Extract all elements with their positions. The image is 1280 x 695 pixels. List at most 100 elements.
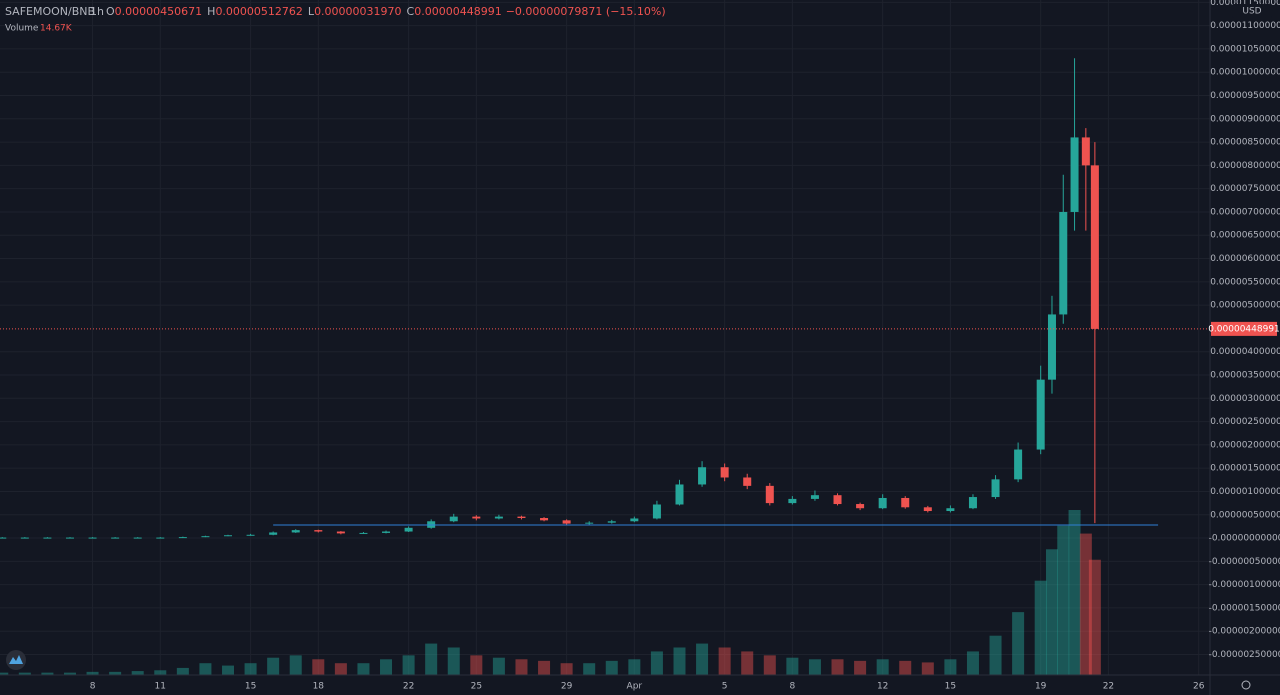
volume-bar: [18, 672, 31, 675]
candle-body: [201, 536, 210, 538]
volume-bar: [222, 665, 235, 675]
y-tick-label: 0.00000600000: [1210, 254, 1280, 264]
currency-button[interactable]: [1232, 4, 1272, 18]
logo-circle[interactable]: [6, 650, 26, 670]
candle-body: [178, 537, 187, 539]
volume-bar: [696, 643, 709, 675]
axes: 0.00001150000 0.00001100000 0.00001050000 0…: [90, 0, 1280, 692]
y-tick-label: 0.00001000000: [1210, 68, 1280, 78]
volume-bar: [560, 663, 573, 675]
candle-body: [743, 477, 752, 486]
volume-bar: [808, 659, 821, 675]
candle-body: [382, 531, 391, 533]
candle-body: [698, 467, 707, 485]
y-tick-label: -0.00000000000: [1209, 534, 1280, 544]
candle-body: [1090, 165, 1099, 329]
volume-bar: [650, 651, 663, 675]
volume-bar: [876, 659, 889, 675]
volume-bar: [831, 659, 844, 675]
gear-icon[interactable]: [1241, 680, 1251, 690]
volume-bar: [1034, 580, 1047, 675]
volume-bar: [380, 659, 393, 675]
y-tick-label: 0.00000750000: [1210, 184, 1280, 194]
volume-bar: [312, 659, 325, 675]
candle-body: [359, 532, 368, 534]
volume-bar: [86, 671, 99, 675]
volume-bar: [899, 660, 912, 675]
y-tick-label: 0.00000650000: [1210, 231, 1280, 241]
volume-bar: [154, 670, 167, 675]
candle-body: [540, 518, 549, 521]
y-tick-label: 0.00000200000: [1210, 440, 1280, 450]
last-price-tag: [1211, 321, 1277, 336]
x-tick-label: 8: [790, 682, 796, 692]
candle-body: [630, 518, 639, 522]
candle-body: [20, 537, 29, 539]
candle-body: [1047, 314, 1056, 380]
volume-bar: [1012, 612, 1025, 675]
volume-bar: [63, 672, 76, 675]
volume-bar: [267, 657, 280, 675]
y-tick-label: 0.00000400000: [1210, 347, 1280, 357]
volume-bar: [989, 635, 1002, 675]
x-tick-label: 18: [313, 682, 325, 692]
candle-body: [562, 520, 571, 524]
y-tick-label: 0.00000300000: [1210, 394, 1280, 404]
volume-bar: [289, 655, 302, 675]
x-tick-label: 26: [1193, 682, 1205, 692]
x-tick-label: 29: [561, 682, 573, 692]
volume-bar: [470, 655, 483, 675]
legend: SAFEMOON/BNB 1h O0.00000450671 H0.0000051…: [5, 5, 666, 34]
ohlc-value: 0.00000512762: [215, 5, 302, 18]
volume-bar: [741, 651, 754, 675]
candle-body: [269, 532, 278, 535]
x-tick-label: 15: [245, 682, 256, 692]
y-tick-label: -0.00000150000: [1209, 603, 1280, 613]
ohlc-value: 0.00000031970: [314, 5, 401, 18]
interval: 1h: [90, 5, 104, 18]
candle-body: [1059, 211, 1068, 315]
y-tick-label: 0.00000800000: [1210, 161, 1280, 171]
y-tick-label: -0.00000250000: [1209, 650, 1280, 660]
settings[interactable]: [1241, 680, 1251, 690]
x-tick-label: Apr: [627, 682, 643, 692]
logo-icon[interactable]: [9, 655, 23, 664]
candle-body: [991, 479, 1000, 498]
volume-bar: [921, 662, 934, 675]
volume-bar: [1088, 559, 1101, 675]
candle-body: [494, 516, 503, 519]
last-price-label: 0.00000448991: [1208, 324, 1280, 334]
x-tick-label: 15: [945, 682, 956, 692]
y-tick-label: -0.00000200000: [1209, 627, 1280, 637]
volume-bar: [1057, 525, 1070, 675]
candle-body: [43, 537, 52, 539]
candle-body: [946, 508, 955, 512]
y-tick-label: 0.00000100000: [1210, 487, 1280, 497]
volume-bar: [0, 672, 9, 675]
logo[interactable]: [6, 650, 26, 670]
y-tick-label: 0.00000900000: [1210, 114, 1280, 124]
candle-body: [111, 537, 120, 539]
ohlc-key: H: [207, 5, 215, 18]
candle-body: [517, 516, 526, 519]
y-tick-label: -0.00000050000: [1209, 557, 1280, 567]
candle-body: [472, 516, 481, 519]
x-tick-label: 8: [90, 682, 96, 692]
y-tick-label: 0.00000550000: [1210, 277, 1280, 287]
volume-bar: [944, 659, 957, 675]
candle-body: [923, 507, 932, 512]
candle-body: [833, 495, 842, 505]
volume-bar: [109, 671, 122, 675]
volume-bar: [244, 663, 257, 675]
candle-body: [314, 530, 323, 532]
candle-body: [878, 497, 887, 509]
volume-bar: [1068, 510, 1081, 675]
candle-body: [291, 530, 300, 533]
ohlc-key: L: [308, 5, 315, 18]
currency[interactable]: USD: [1242, 7, 1261, 17]
candle-body: [0, 537, 7, 539]
y-tick-label: 0.00000950000: [1210, 91, 1280, 101]
candle-body: [788, 498, 797, 504]
volume-bar: [966, 651, 979, 675]
